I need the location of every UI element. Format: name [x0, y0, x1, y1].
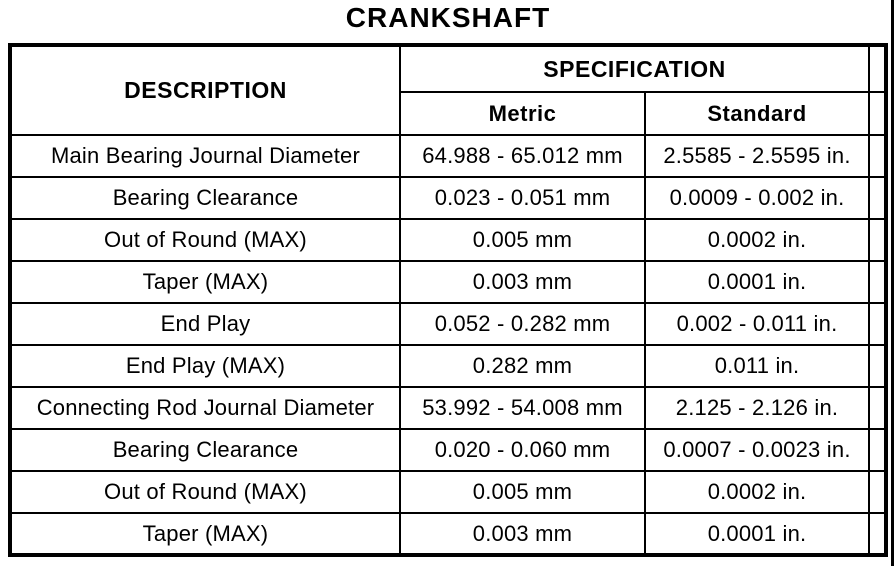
standard-value-cell: 0.0002 in. — [643, 218, 871, 262]
description-column-header: DESCRIPTION — [9, 44, 401, 136]
table-row: Bearing Clearance 0.020 - 0.060 mm 0.000… — [9, 428, 888, 472]
spacer-cell — [868, 512, 888, 556]
standard-value-cell: 0.0001 in. — [643, 512, 871, 556]
description-cell: Connecting Rod Journal Diameter — [9, 386, 401, 430]
standard-value-cell: 0.0002 in. — [643, 470, 871, 514]
description-cell: Taper (MAX) — [9, 512, 401, 556]
metric-value-cell: 0.052 - 0.282 mm — [399, 302, 646, 346]
spacer-cell — [868, 302, 888, 346]
metric-value-cell: 0.005 mm — [399, 218, 646, 262]
standard-value-cell: 0.0007 - 0.0023 in. — [643, 428, 871, 472]
standard-value-cell: 0.0001 in. — [643, 260, 871, 304]
table-row: Out of Round (MAX) 0.005 mm 0.0002 in. — [9, 470, 888, 514]
spacer-cell — [868, 386, 888, 430]
spacer-cell — [868, 44, 888, 93]
table-header-row-1: DESCRIPTION SPECIFICATION — [9, 44, 888, 136]
description-cell: End Play — [9, 302, 401, 346]
metric-value-cell: 0.023 - 0.051 mm — [399, 176, 646, 220]
description-cell: Bearing Clearance — [9, 428, 401, 472]
table-row: Taper (MAX) 0.003 mm 0.0001 in. — [9, 260, 888, 304]
table-row: End Play 0.052 - 0.282 mm 0.002 - 0.011 … — [9, 302, 888, 346]
metric-value-cell: 0.003 mm — [399, 260, 646, 304]
standard-value-cell: 2.5585 - 2.5595 in. — [643, 134, 871, 178]
table-row: Connecting Rod Journal Diameter 53.992 -… — [9, 386, 888, 430]
description-cell: Taper (MAX) — [9, 260, 401, 304]
spacer-cell — [868, 470, 888, 514]
description-cell: Main Bearing Journal Diameter — [9, 134, 401, 178]
description-cell: Out of Round (MAX) — [9, 218, 401, 262]
metric-value-cell: 0.003 mm — [399, 512, 646, 556]
standard-value-cell: 0.002 - 0.011 in. — [643, 302, 871, 346]
standard-value-cell: 0.011 in. — [643, 344, 871, 388]
specification-column-header: SPECIFICATION — [398, 44, 871, 93]
metric-value-cell: 0.020 - 0.060 mm — [399, 428, 646, 472]
crankshaft-spec-table: DESCRIPTION SPECIFICATION Metric Standar… — [8, 43, 889, 557]
metric-value-cell: 0.282 mm — [399, 344, 646, 388]
table-row: Taper (MAX) 0.003 mm 0.0001 in. — [9, 512, 888, 556]
spacer-cell — [868, 344, 888, 388]
description-cell: End Play (MAX) — [9, 344, 401, 388]
page-edge-line — [891, 0, 894, 566]
spacer-cell — [868, 91, 888, 136]
description-cell: Bearing Clearance — [9, 176, 401, 220]
table-header-row-2: Metric Standard — [10, 91, 888, 136]
metric-value-cell: 64.988 - 65.012 mm — [399, 134, 646, 178]
spacer-cell — [868, 134, 888, 178]
metric-column-header: Metric — [399, 91, 646, 136]
metric-value-cell: 53.992 - 54.008 mm — [399, 386, 646, 430]
spacer-cell — [868, 218, 888, 262]
standard-value-cell: 2.125 - 2.126 in. — [643, 386, 871, 430]
spacer-cell — [868, 260, 888, 304]
table-row: Main Bearing Journal Diameter 64.988 - 6… — [9, 134, 888, 178]
spacer-cell — [868, 176, 888, 220]
table-row: Out of Round (MAX) 0.005 mm 0.0002 in. — [9, 218, 888, 262]
page-title: CRANKSHAFT — [345, 2, 551, 33]
table-row: End Play (MAX) 0.282 mm 0.011 in. — [9, 344, 888, 388]
standard-column-header: Standard — [643, 91, 871, 136]
description-cell: Out of Round (MAX) — [9, 470, 401, 514]
metric-value-cell: 0.005 mm — [399, 470, 646, 514]
table-row: Bearing Clearance 0.023 - 0.051 mm 0.000… — [9, 176, 888, 220]
spacer-cell — [868, 428, 888, 472]
standard-value-cell: 0.0009 - 0.002 in. — [643, 176, 871, 220]
